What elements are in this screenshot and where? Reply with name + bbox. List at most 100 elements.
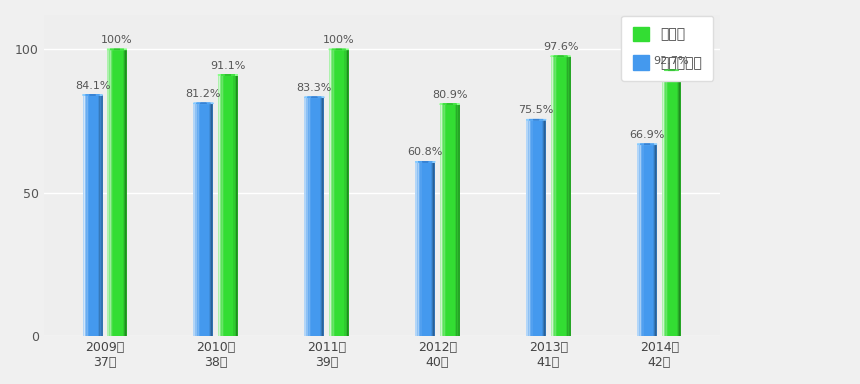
Bar (566, 56, 568, 336)
Bar (329, 50, 349, 336)
Bar (194, 103, 213, 336)
Bar (554, 56, 556, 336)
Bar (665, 70, 666, 336)
Bar (107, 50, 127, 336)
Bar (122, 50, 125, 336)
Bar (441, 104, 443, 336)
Bar (661, 70, 664, 336)
Bar (542, 120, 544, 336)
Bar (568, 56, 570, 336)
Bar (194, 103, 195, 336)
Legend: 우송대, 전국합격률: 우송대, 전국합격률 (622, 15, 713, 81)
Bar (663, 70, 665, 336)
Bar (457, 104, 458, 336)
Text: 84.1%: 84.1% (75, 81, 110, 91)
Bar (641, 144, 642, 336)
Bar (642, 144, 643, 336)
Bar (346, 50, 347, 336)
Bar (639, 144, 641, 336)
Bar (530, 120, 531, 336)
Bar (99, 95, 101, 336)
Bar (415, 162, 435, 336)
Bar (221, 75, 223, 336)
Bar (544, 120, 546, 336)
Text: 97.6%: 97.6% (543, 42, 578, 52)
Text: 75.5%: 75.5% (519, 105, 554, 115)
Bar (661, 70, 681, 336)
Text: 80.9%: 80.9% (432, 90, 468, 100)
Bar (108, 50, 111, 336)
Bar (679, 70, 680, 336)
Bar (333, 50, 335, 336)
Bar (330, 50, 332, 336)
Bar (101, 95, 102, 336)
Bar (304, 97, 306, 336)
Bar (433, 162, 435, 336)
Bar (98, 95, 100, 336)
Bar (209, 103, 211, 336)
Bar (219, 75, 222, 336)
Bar (322, 97, 324, 336)
Bar (526, 120, 528, 336)
Text: 100%: 100% (323, 35, 354, 45)
Bar (637, 144, 639, 336)
Bar (329, 50, 331, 336)
Bar (197, 103, 199, 336)
Bar (420, 162, 421, 336)
Bar (439, 104, 459, 336)
Bar (309, 97, 310, 336)
Bar (679, 70, 681, 336)
Bar (443, 104, 445, 336)
Bar (417, 162, 419, 336)
Bar (455, 104, 458, 336)
Text: 60.8%: 60.8% (408, 147, 443, 157)
Bar (195, 103, 197, 336)
Bar (431, 162, 433, 336)
Bar (555, 56, 557, 336)
Bar (432, 162, 434, 336)
Bar (637, 144, 657, 336)
Bar (439, 104, 442, 336)
Text: 91.1%: 91.1% (210, 61, 246, 71)
Bar (320, 97, 322, 336)
Bar (543, 120, 545, 336)
Bar (304, 97, 324, 336)
Bar (83, 95, 84, 336)
Bar (235, 75, 237, 336)
Bar (552, 56, 554, 336)
Bar (110, 50, 112, 336)
Bar (321, 97, 323, 336)
Bar (655, 144, 657, 336)
Bar (458, 104, 459, 336)
Bar (236, 75, 238, 336)
Bar (86, 95, 88, 336)
Bar (677, 70, 679, 336)
Bar (347, 50, 349, 336)
Bar (306, 97, 308, 336)
Bar (84, 95, 86, 336)
Text: 81.2%: 81.2% (186, 89, 221, 99)
Bar (111, 50, 114, 336)
Bar (332, 50, 334, 336)
Bar (212, 103, 213, 336)
Bar (218, 75, 238, 336)
Bar (528, 120, 530, 336)
Bar (107, 50, 109, 336)
Bar (415, 162, 417, 336)
Bar (222, 75, 224, 336)
Text: 83.3%: 83.3% (297, 83, 332, 93)
Bar (124, 50, 126, 336)
Bar (444, 104, 446, 336)
Bar (550, 56, 553, 336)
Bar (419, 162, 421, 336)
Bar (198, 103, 200, 336)
Bar (550, 56, 570, 336)
Bar (87, 95, 89, 336)
Bar (654, 144, 656, 336)
Bar (308, 97, 310, 336)
Bar (568, 56, 569, 336)
Text: 92.7%: 92.7% (654, 56, 690, 66)
Bar (83, 95, 102, 336)
Bar (125, 50, 127, 336)
Text: 66.9%: 66.9% (630, 130, 665, 140)
